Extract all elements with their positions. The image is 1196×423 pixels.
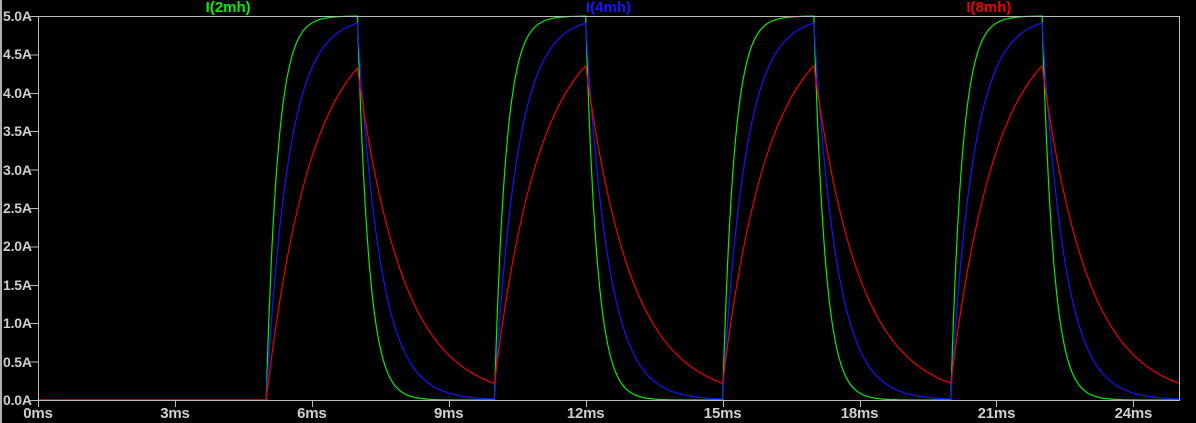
legend-i4mh[interactable]: I(4mh)	[586, 0, 631, 16]
window-left-edge	[0, 0, 2, 423]
legend-i8mh[interactable]: I(8mh)	[966, 0, 1012, 16]
plot-area[interactable]	[38, 16, 1179, 400]
axis-ticks	[30, 16, 1134, 407]
legend-i2mh[interactable]: I(2mh)	[205, 0, 251, 16]
plot-border	[38, 16, 1180, 401]
